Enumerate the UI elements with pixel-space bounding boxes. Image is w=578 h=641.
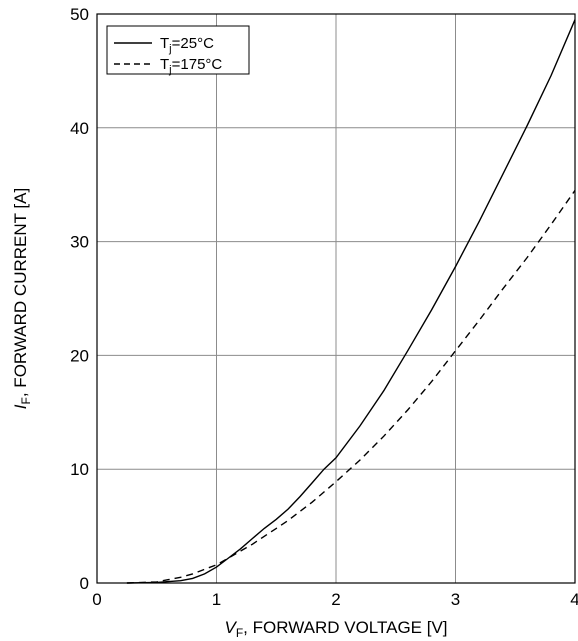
series-group — [126, 19, 576, 584]
y-tick-label-2: 20 — [70, 346, 89, 365]
y-tick-label-5: 50 — [70, 5, 89, 24]
y-tick-label-4: 40 — [70, 119, 89, 138]
legend-entry-175c-subscript: j — [168, 64, 171, 76]
x-tick-labels: 0 1 2 3 4 — [92, 590, 578, 609]
y-tick-label-1: 10 — [70, 460, 89, 479]
legend: Tj=25°C Tj=175°C — [106, 25, 250, 76]
y-axis-label-symbol: I — [11, 404, 30, 409]
x-axis-label-symbol: V — [224, 618, 237, 637]
legend-entry-25c-value: =25°C — [172, 35, 214, 52]
y-axis-label-text: , FORWARD CURRENT [A] — [11, 188, 30, 397]
x-tick-label-0: 0 — [92, 590, 101, 609]
y-axis-label-subscript: F — [19, 397, 33, 404]
x-tick-label-1: 1 — [212, 590, 221, 609]
legend-entry-25c-subscript: j — [168, 43, 171, 55]
y-axis-label: IF, FORWARD CURRENT [A] — [11, 188, 33, 409]
y-tick-label-0: 0 — [80, 574, 89, 593]
x-tick-label-3: 3 — [451, 590, 460, 609]
x-axis-label-subscript: F — [236, 626, 243, 640]
x-axis-label-text: , FORWARD VOLTAGE [V] — [243, 618, 447, 637]
legend-box — [106, 25, 250, 75]
x-tick-label-4: 4 — [570, 590, 578, 609]
series-line-25c — [126, 19, 576, 584]
legend-entry-175c-value: =175°C — [172, 56, 223, 73]
legend-entry-25c-symbol: T — [160, 35, 169, 52]
plot-frame — [96, 13, 576, 584]
x-tick-label-2: 2 — [331, 590, 340, 609]
legend-entry-175c: Tj=175°C — [160, 56, 222, 76]
legend-entry-25c: Tj=25°C — [160, 35, 214, 55]
legend-entry-175c-symbol: T — [160, 56, 169, 73]
y-tick-labels: 0 10 20 30 40 50 — [70, 5, 89, 593]
x-axis-label: VF, FORWARD VOLTAGE [V] — [224, 618, 447, 640]
y-tick-label-3: 30 — [70, 233, 89, 252]
